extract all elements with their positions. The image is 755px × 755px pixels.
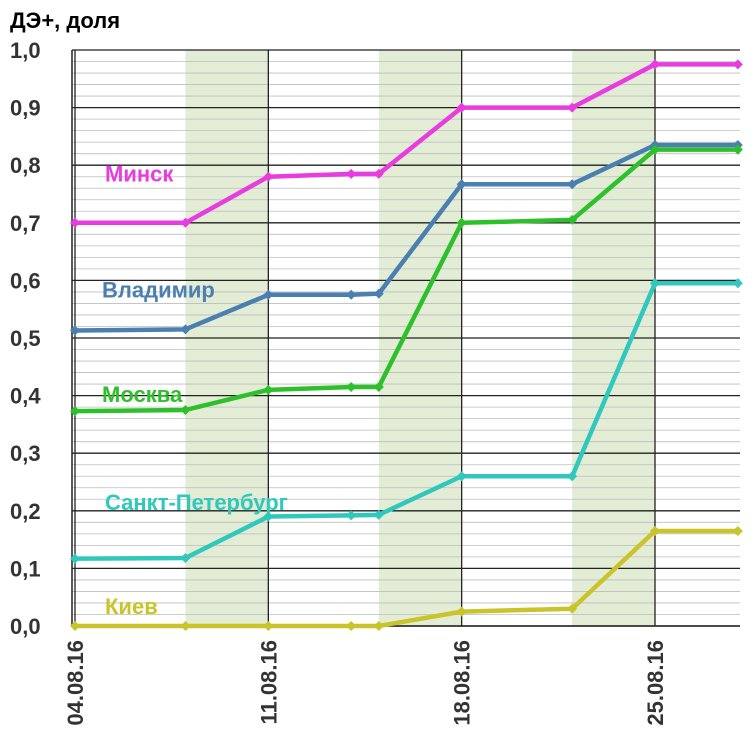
data-point	[180, 553, 191, 564]
y-axis-ticks: 0,0 0,1 0,2 0,3 0,4 0,5 0,6 0,7 0,8 0,9 1,0	[10, 38, 41, 639]
y-tick-label: 0,9	[10, 96, 41, 121]
data-point	[373, 288, 384, 299]
series-label-2: Москва	[102, 382, 183, 407]
data-point	[346, 168, 357, 179]
data-point	[373, 381, 384, 392]
data-point	[373, 168, 384, 179]
x-tick-label: 18.08.16	[450, 640, 475, 726]
data-point	[346, 510, 357, 521]
series-labels: Минск Владимир Москва Санкт-Петербург Киев	[102, 161, 288, 619]
data-point	[263, 621, 274, 631]
data-point	[456, 217, 467, 228]
y-tick-label: 0,3	[10, 441, 41, 466]
data-point	[263, 384, 274, 395]
data-point	[650, 525, 660, 536]
data-point	[70, 621, 80, 631]
data-point	[567, 102, 578, 113]
data-point	[456, 179, 467, 190]
data-point	[567, 471, 578, 482]
y-tick-label: 0,2	[10, 499, 41, 524]
data-point	[70, 553, 80, 564]
data-point	[70, 325, 80, 336]
data-point	[650, 144, 660, 155]
data-point	[732, 278, 743, 289]
y-tick-label: 0,7	[10, 211, 41, 236]
y-axis-title: ДЭ+, доля	[10, 8, 120, 33]
data-point	[180, 621, 191, 631]
data-point	[70, 217, 80, 228]
y-tick-label: 0,0	[10, 614, 41, 639]
data-point	[567, 179, 578, 190]
data-point	[456, 102, 467, 113]
data-point	[180, 217, 191, 228]
data-point	[456, 471, 467, 482]
data-point	[180, 405, 191, 415]
data-point	[732, 59, 743, 70]
x-axis-ticks: 04.08.16 11.08.16 18.08.16 25.08.16	[63, 640, 668, 726]
grid-lines	[72, 49, 740, 627]
x-tick-label: 04.08.16	[63, 640, 88, 726]
series-label-4: Киев	[105, 594, 158, 619]
x-tick-label: 11.08.16	[256, 640, 281, 724]
data-point	[567, 214, 578, 225]
y-tick-label: 0,8	[10, 153, 41, 178]
data-point	[346, 621, 357, 631]
series-lines	[70, 59, 743, 631]
data-point	[346, 381, 357, 392]
data-point	[456, 606, 467, 617]
data-point	[373, 621, 384, 631]
series-label-3: Санкт-Петербург	[105, 490, 288, 515]
data-point	[263, 289, 274, 300]
data-point	[732, 144, 743, 155]
series-label-1: Владимир	[102, 278, 215, 303]
data-point	[263, 511, 274, 522]
series-label-0: Минск	[105, 161, 174, 186]
data-point	[346, 289, 357, 300]
data-point	[263, 171, 274, 182]
data-point	[650, 278, 660, 289]
data-point	[373, 509, 384, 520]
data-point	[732, 525, 743, 536]
data-point	[180, 324, 191, 335]
y-tick-label: 0,4	[10, 384, 41, 409]
data-point	[567, 603, 578, 614]
x-tick-label: 25.08.16	[643, 640, 668, 726]
y-tick-label: 0,5	[10, 326, 41, 351]
data-point	[70, 406, 80, 417]
y-tick-label: 0,6	[10, 268, 41, 293]
data-point	[650, 59, 660, 70]
y-tick-label: 0,1	[10, 556, 41, 581]
y-tick-label: 1,0	[10, 38, 41, 63]
